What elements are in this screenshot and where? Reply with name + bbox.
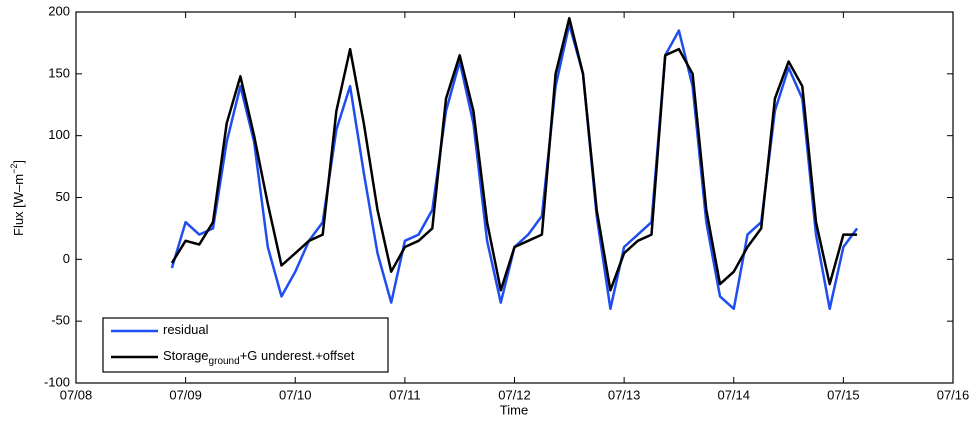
x-tick-label: 07/11 bbox=[389, 387, 421, 402]
y-axis-label: Flux [W–m−2] bbox=[9, 160, 26, 236]
y-tick-label: 100 bbox=[48, 127, 70, 142]
legend-label: residual bbox=[163, 322, 209, 337]
y-tick-label: 200 bbox=[48, 3, 70, 18]
series-line bbox=[170, 16, 858, 292]
y-tick-label: 0 bbox=[63, 251, 70, 266]
legend-label-text: Storage bbox=[163, 348, 209, 363]
y-tick-label: -100 bbox=[44, 374, 70, 389]
legend-label: Storageground+G underest.+offset bbox=[163, 348, 355, 366]
y-axis-label-text: Flux [W–m bbox=[11, 174, 26, 236]
x-tick-label: 07/15 bbox=[827, 387, 860, 402]
y-tick-label: 150 bbox=[48, 65, 70, 80]
x-tick-label: 07/10 bbox=[279, 387, 312, 402]
x-tick-label: 07/08 bbox=[60, 387, 93, 402]
x-tick-label: 07/16 bbox=[937, 387, 969, 402]
legend-label-text: residual bbox=[163, 322, 209, 337]
x-tick-label: 07/12 bbox=[498, 387, 531, 402]
x-axis-label: Time bbox=[500, 402, 528, 417]
y-axis-label-end: ] bbox=[11, 160, 26, 164]
x-tick-label: 07/13 bbox=[608, 387, 641, 402]
legend-label-sub: ground bbox=[209, 356, 240, 367]
series-line bbox=[170, 23, 859, 311]
x-tick-label: 07/14 bbox=[717, 387, 750, 402]
x-tick-label: 07/09 bbox=[169, 387, 202, 402]
plot-frame bbox=[75, 11, 954, 384]
y-tick-label: 50 bbox=[56, 189, 70, 204]
y-tick-label: -50 bbox=[51, 313, 70, 328]
legend-box bbox=[102, 317, 389, 373]
y-axis-label-sup: −2 bbox=[9, 164, 19, 174]
legend-label-end: +G underest.+offset bbox=[240, 348, 355, 363]
